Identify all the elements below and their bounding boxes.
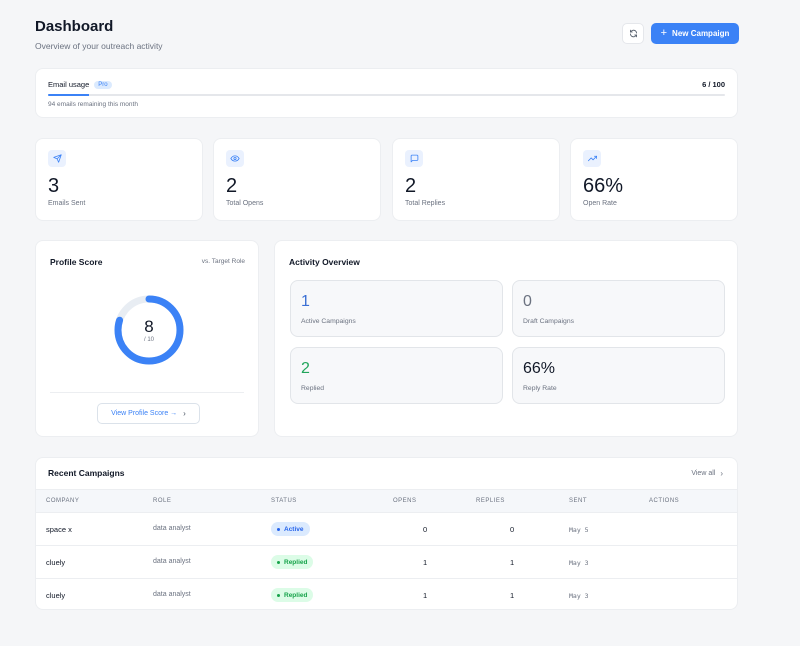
refresh-icon [629,29,637,38]
view-profile-score-button[interactable]: View Profile Score → › [97,403,200,424]
email-usage-card: Email usage Pro 6 / 100 94 emails remain… [35,68,738,118]
usage-progress-fill [48,94,89,96]
cell-role: data analyst [153,558,191,565]
profile-score-title: Profile Score [50,257,103,267]
usage-progress-bar [48,94,725,96]
status-badge: Replied [271,555,314,569]
table-row[interactable]: space x data analyst Active 0 0 May 5 [36,513,737,546]
stat-card-open-rate: 66% Open Rate [570,138,738,221]
profile-score-value: 8 [144,317,154,336]
stat-label: Total Replies [405,200,446,207]
column-header: COMPANY [46,498,80,504]
cell-replies: 1 [510,591,515,600]
activity-value: 0 [523,293,532,310]
cell-opens: 0 [423,525,428,534]
column-header: OPENS [393,498,417,504]
cell-sent: May 3 [569,559,589,567]
activity-value: 2 [301,360,310,377]
page-title: Dashboard [35,18,114,35]
table-header: COMPANY ROLE STATUS OPENS REPLIES SENT A… [36,489,737,513]
stat-value: 2 [405,175,417,197]
status-badge: Replied [271,588,314,602]
status-dot-icon [277,593,280,597]
column-header: STATUS [271,498,297,504]
score-donut-arc [114,295,184,365]
column-header: REPLIES [476,498,505,504]
stat-label: Total Opens [226,200,264,207]
cell-company: cluely [46,591,66,600]
stat-value: 66% [583,175,624,197]
activity-label: Reply Rate [523,385,557,392]
view-all-label: View all [691,470,716,477]
recent-campaigns-card: Recent Campaigns View all › COMPANY ROLE… [35,457,738,610]
stat-card-total-replies: 2 Total Replies [392,138,560,221]
activity-value: 1 [301,293,310,310]
cell-role: data analyst [153,525,191,532]
chevron-right-icon: › [720,469,723,478]
status-text: Active [284,525,304,533]
activity-overview-title: Activity Overview [289,257,360,267]
activity-active-campaigns: 1 Active Campaigns [290,280,503,337]
activity-value: 66% [523,360,556,377]
cell-company: cluely [46,558,66,567]
stat-label: Emails Sent [48,200,86,207]
stat-value: 2 [226,175,238,197]
cell-opens: 1 [423,591,428,600]
stat-value: 3 [48,175,60,197]
usage-remaining-note: 94 emails remaining this month [48,101,138,108]
table-row[interactable]: cluely data analyst Replied 1 1 May 3 [36,579,737,609]
stat-label: Open Rate [583,200,617,207]
status-dot-icon [277,527,280,531]
cell-sent: May 5 [569,526,589,534]
eye-icon [226,150,244,167]
page-header: Dashboard Overview of your outreach acti… [35,18,163,51]
activity-label: Active Campaigns [301,318,356,325]
column-header: ROLE [153,498,172,504]
recent-campaigns-title: Recent Campaigns [48,468,125,478]
usage-label: Email usage Pro [48,80,112,89]
cell-company: space x [46,525,72,534]
cell-role: data analyst [153,591,191,598]
status-text: Replied [284,591,308,599]
activity-overview-card: Activity Overview 1 Active Campaigns 0 D… [274,240,738,437]
activity-reply-rate: 66% Reply Rate [512,347,725,404]
view-profile-label: View Profile Score → [111,410,178,417]
plan-badge: Pro [94,80,112,89]
plus-icon: + [660,27,668,39]
stat-card-emails-sent: 3 Emails Sent [35,138,203,221]
new-campaign-button[interactable]: + New Campaign [651,23,739,44]
profile-score-max: / 10 [143,337,154,343]
activity-draft-campaigns: 0 Draft Campaigns [512,280,725,337]
score-donut [114,295,184,365]
usage-label-text: Email usage [48,80,90,89]
send-icon [48,150,66,167]
activity-replied: 2 Replied [290,347,503,404]
status-badge: Active [271,522,310,536]
chevron-right-icon: › [183,409,186,418]
new-campaign-label: New Campaign [672,29,730,38]
profile-score-card: Profile Score vs. Target Role 8 / 10 Vie… [35,240,259,437]
activity-label: Replied [301,385,325,392]
view-all-link[interactable]: View all › [691,469,723,478]
status-dot-icon [277,560,280,564]
target-role-label: vs. Target Role [201,258,245,265]
status-text: Replied [284,558,308,566]
divider [50,392,244,393]
table-row[interactable]: cluely data analyst Replied 1 1 May 3 [36,546,737,579]
cell-sent: May 3 [569,592,589,600]
column-header: SENT [569,498,588,504]
message-icon [405,150,423,167]
stat-card-total-opens: 2 Total Opens [213,138,381,221]
trend-up-icon [583,150,601,167]
cell-replies: 1 [510,558,515,567]
usage-count: 6 / 100 [702,80,725,89]
page-subtitle: Overview of your outreach activity [35,41,163,51]
column-header: ACTIONS [649,498,680,504]
cell-replies: 0 [510,525,515,534]
cell-opens: 1 [423,558,428,567]
refresh-button[interactable] [622,23,644,44]
activity-label: Draft Campaigns [523,318,574,325]
